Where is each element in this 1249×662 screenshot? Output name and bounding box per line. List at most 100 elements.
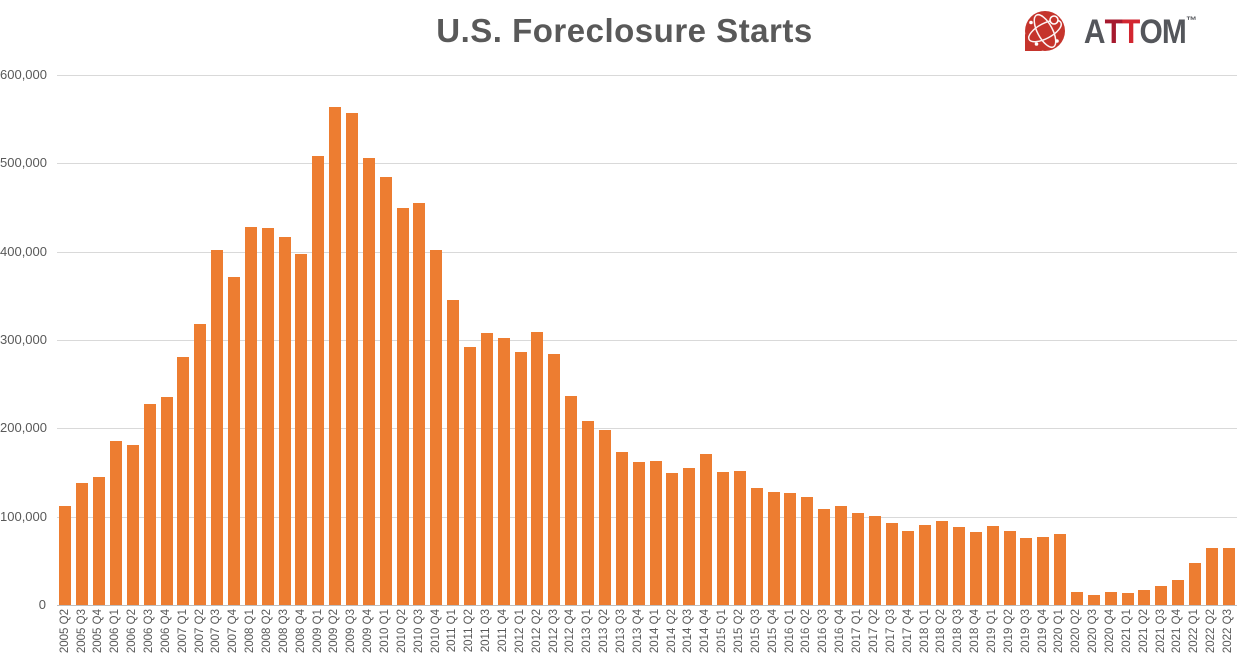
x-tick-label: 2010 Q2 (395, 609, 408, 654)
bar-slot (816, 75, 833, 605)
bar-2017-Q1 (851, 513, 864, 605)
attom-letter: T (1122, 13, 1140, 51)
x-tick-label: 2015 Q2 (733, 609, 746, 654)
y-tick-label: 500,000 (0, 155, 47, 171)
attom-letter: T (1104, 13, 1123, 51)
bar-slot (141, 75, 158, 605)
bar-slot (782, 75, 799, 605)
bar-2008-Q1 (244, 226, 257, 605)
bar-2019-Q4 (1037, 536, 1050, 605)
bar-2009-Q1 (312, 156, 325, 605)
x-tick-label: 2013 Q2 (598, 609, 611, 654)
gridline (57, 75, 1237, 76)
x-tick-label: 2013 Q1 (581, 609, 594, 654)
y-tick-label: 600,000 (0, 67, 47, 82)
bar-slot (664, 75, 681, 605)
bar-2006-Q2 (126, 445, 139, 605)
bar-slot (1018, 75, 1035, 605)
bar-2015-Q2 (733, 470, 746, 605)
x-tick-label: 2017 Q1 (851, 609, 864, 654)
bar-2022-Q2 (1205, 548, 1218, 605)
bar-2013-Q1 (582, 421, 595, 605)
bar-2006-Q4 (160, 397, 173, 605)
bar-2017-Q3 (885, 522, 898, 605)
x-tick-label: 2012 Q3 (547, 609, 560, 654)
bar-slot (883, 75, 900, 605)
y-tick-label: 0 (38, 597, 46, 612)
x-tick-label: 2020 Q3 (1087, 609, 1100, 654)
bar-slot (967, 75, 984, 605)
bar-slot (259, 75, 276, 605)
bar-2020-Q2 (1070, 592, 1083, 605)
bar-2013-Q4 (632, 461, 645, 605)
bar-2013-Q2 (598, 430, 611, 605)
x-tick-label: 2020 Q2 (1070, 609, 1083, 654)
bar-slot (1052, 75, 1069, 605)
bar-2016-Q2 (801, 497, 814, 605)
x-tick-label: 2016 Q1 (783, 609, 796, 654)
bar-2014-Q1 (649, 461, 662, 605)
bar-slot (529, 75, 546, 605)
bar-slot (57, 75, 74, 605)
x-tick-label: 2009 Q3 (345, 609, 358, 654)
x-tick-label: 2021 Q1 (1120, 609, 1133, 654)
bar-2010-Q1 (379, 177, 392, 605)
bar-slot (108, 75, 125, 605)
x-tick-label: 2016 Q2 (800, 609, 813, 654)
bar-2022-Q3 (1222, 548, 1235, 605)
x-tick-label: 2009 Q1 (311, 609, 324, 654)
x-tick-label: 2007 Q3 (210, 609, 223, 654)
bar-slot (597, 75, 614, 605)
x-tick-label: 2006 Q3 (142, 609, 155, 654)
x-tick-label: 2009 Q4 (362, 609, 375, 654)
x-tick-label: 2013 Q3 (615, 609, 628, 654)
bar-2011-Q2 (464, 347, 477, 605)
bar-slot (731, 75, 748, 605)
bar-2013-Q3 (615, 452, 628, 605)
bar-2017-Q4 (902, 530, 915, 605)
bar-2008-Q2 (261, 227, 274, 605)
bar-slot (900, 75, 917, 605)
x-tick-label: 2018 Q1 (918, 609, 931, 654)
bar-slot (799, 75, 816, 605)
bar-2020-Q1 (1054, 534, 1067, 605)
bar-slot (192, 75, 209, 605)
y-tick-label: 300,000 (0, 332, 47, 347)
bar-slot (748, 75, 765, 605)
bar-2019-Q2 (1003, 530, 1016, 605)
bar-2015-Q4 (767, 491, 780, 605)
x-tick-label: 2016 Q4 (834, 609, 847, 654)
bar-2010-Q3 (413, 203, 426, 605)
bar-slot (276, 75, 293, 605)
bar-slot (1035, 75, 1052, 605)
bar-slot (226, 75, 243, 605)
x-tick-label: 2005 Q2 (58, 609, 71, 654)
x-tick-label: 2006 Q1 (109, 609, 122, 654)
bar-2007-Q1 (177, 356, 190, 605)
x-tick-label: 2007 Q2 (193, 609, 206, 654)
x-tick-label: 2015 Q3 (749, 609, 762, 654)
x-tick-label: 2014 Q2 (665, 609, 678, 654)
x-tick-label: 2021 Q3 (1154, 609, 1167, 654)
x-tick-label: 2012 Q1 (513, 609, 526, 654)
bar-slot (124, 75, 141, 605)
bar-2020-Q4 (1104, 592, 1117, 605)
x-tick-label: 2020 Q1 (1053, 609, 1066, 654)
bar-2021-Q3 (1155, 585, 1168, 605)
x-tick-label: 2018 Q4 (969, 609, 982, 654)
x-tick-label: 2008 Q1 (244, 609, 257, 654)
bar-2014-Q2 (666, 472, 679, 605)
bar-slot (934, 75, 951, 605)
bar-slot (698, 75, 715, 605)
x-tick-label: 2010 Q3 (412, 609, 425, 654)
bar-2011-Q3 (480, 332, 493, 605)
bar-2017-Q2 (868, 515, 881, 605)
bar-slot (546, 75, 563, 605)
bar-2010-Q4 (430, 249, 443, 605)
bar-slot (647, 75, 664, 605)
bar-slot (765, 75, 782, 605)
x-tick-label: 2022 Q2 (1205, 609, 1218, 654)
x-tick-label: 2021 Q2 (1137, 609, 1150, 654)
